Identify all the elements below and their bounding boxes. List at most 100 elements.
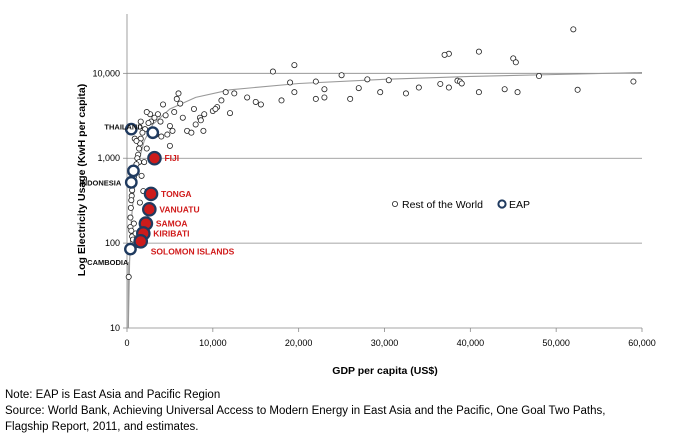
rest-of-world-point — [137, 118, 144, 125]
rest-of-world-point — [139, 129, 146, 136]
rest-of-world-point — [162, 112, 169, 119]
source-line-cont: Flagship Report, 2011, and estimates. — [5, 421, 199, 433]
point-label: CAMBODIA — [87, 258, 129, 267]
rest-of-world-point — [158, 133, 165, 140]
gridlines — [127, 72, 642, 244]
rest-of-world-point — [166, 122, 173, 129]
rest-of-world-point — [171, 109, 178, 116]
rest-of-world-point — [338, 72, 345, 79]
rest-of-world-point — [437, 80, 444, 87]
x-tick-label: 60,000 — [628, 338, 656, 348]
rest-of-world-point — [177, 100, 184, 107]
rest-of-world-point — [514, 89, 521, 96]
rest-of-world-point — [157, 118, 164, 125]
x-axis-title: GDP per capita (US$) — [332, 365, 437, 377]
rest-of-world-point — [385, 77, 392, 84]
rest-of-world-point — [141, 159, 148, 166]
point-label: THAILAND — [104, 123, 143, 132]
rest-of-world-point — [136, 199, 143, 206]
eap-point — [124, 175, 138, 189]
rest-of-world-point — [355, 85, 362, 92]
rest-of-world-point — [133, 137, 140, 144]
x-tick-label: 50,000 — [542, 338, 570, 348]
point-label: INDONESIA — [80, 178, 122, 187]
rest-of-world-point — [402, 90, 409, 97]
rest-of-world-point — [475, 89, 482, 96]
rest-of-world-point — [377, 89, 384, 96]
rest-of-world-point — [312, 78, 319, 85]
rest-of-world-point — [188, 129, 195, 136]
y-tick-label: 1,000 — [97, 153, 120, 163]
y-tick-label: 100 — [105, 238, 120, 248]
rest-of-world-point — [145, 119, 152, 126]
scatter-chart: 10 100 1,000 10,000 0 10,000 20,000 30,000 40,00… — [76, 14, 656, 377]
rest-of-world-point — [136, 145, 143, 152]
rest-of-world-point — [127, 214, 134, 221]
rest-of-world-point — [128, 227, 135, 234]
rest-of-world-point — [218, 97, 225, 104]
rest-of-world-point — [458, 80, 465, 87]
rest-of-world-point — [570, 26, 577, 33]
x-tick-label: 0 — [124, 338, 129, 348]
y-axis-title: Log Electricity Usage (KwH per capita) — [76, 84, 88, 277]
x-tick-label: 40,000 — [457, 338, 485, 348]
rest-of-world-point — [257, 101, 264, 108]
point-label: VANUATU — [159, 204, 199, 214]
eap-point — [124, 122, 138, 136]
x-tick-label: 30,000 — [371, 338, 399, 348]
point-label: TONGA — [161, 189, 192, 199]
rest-of-world-point — [154, 111, 161, 118]
rest-of-world-point — [287, 79, 294, 86]
rest-of-world-point — [222, 89, 229, 96]
rest-of-world-point — [252, 98, 259, 105]
axes: 10 100 1,000 10,000 0 10,000 20,000 30,000 40,00… — [92, 14, 656, 348]
point-label: FIJI — [164, 153, 179, 163]
rest-of-world-point — [501, 86, 508, 93]
rest-of-world-point — [143, 145, 150, 152]
point-label: SAMOA — [156, 219, 188, 229]
legend-rest-marker — [391, 200, 398, 207]
rest-of-world-point — [128, 197, 135, 204]
rest-of-world-point — [197, 117, 204, 124]
data-points — [124, 26, 637, 280]
rest-of-world-point — [190, 106, 197, 113]
x-tick-label: 20,000 — [285, 338, 313, 348]
rest-of-world-point — [291, 62, 298, 69]
footnotes: Note: EAP is East Asia and Pacific Regio… — [5, 387, 695, 435]
rest-of-world-point — [164, 131, 171, 138]
legend-eap-marker — [497, 199, 507, 209]
source-line: Source: World Bank, Achieving Universal … — [5, 405, 606, 417]
rest-of-world-point — [200, 127, 207, 134]
rest-of-world-point — [130, 220, 137, 227]
rest-of-world-point — [630, 78, 637, 85]
rest-of-world-point — [445, 84, 452, 91]
x-tick-label: 10,000 — [199, 338, 227, 348]
y-tick-label: 10,000 — [92, 68, 120, 78]
trend-line — [127, 72, 643, 329]
legend-eap-label: EAP — [509, 199, 530, 211]
rest-of-world-point — [291, 89, 298, 96]
rest-of-world-point — [244, 94, 251, 101]
rest-of-world-point — [347, 95, 354, 102]
rest-of-world-point — [201, 111, 208, 118]
rest-of-world-point — [321, 94, 328, 101]
eap-point — [146, 126, 160, 140]
note-line: Note: EAP is East Asia and Pacific Regio… — [5, 389, 221, 401]
eap-point — [127, 164, 140, 178]
rest-of-world-point — [151, 114, 158, 121]
rest-of-world-point — [415, 84, 422, 91]
rest-of-world-point — [175, 90, 182, 97]
rest-of-world-point — [278, 97, 285, 104]
rest-of-world-point — [321, 86, 328, 93]
point-label: SOLOMON ISLANDS — [151, 246, 235, 256]
rest-of-world-point — [536, 73, 543, 80]
legend: Rest of the World EAP — [391, 199, 530, 211]
rest-of-world-point — [269, 68, 276, 75]
rest-of-world-point — [160, 101, 167, 108]
rest-of-world-point — [179, 114, 186, 121]
rest-of-world-point — [512, 59, 519, 66]
rest-of-world-point — [127, 204, 134, 211]
y-tick-label: 10 — [110, 323, 120, 333]
rest-of-world-point — [125, 273, 132, 280]
rest-of-world-point — [226, 110, 233, 117]
